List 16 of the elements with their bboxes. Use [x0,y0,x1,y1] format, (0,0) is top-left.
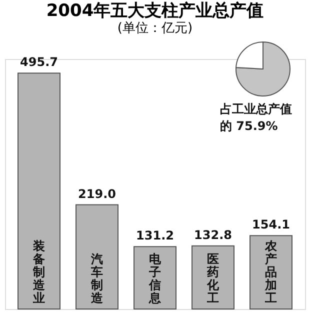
data-label: 154.1 [252,218,290,232]
bar [18,72,60,310]
x-tick-label: 农产品加工 [264,239,278,305]
data-label: 131.2 [136,228,174,243]
x-tick-label: 装备制造业 [32,239,46,305]
pie-slice [236,42,290,96]
x-tick-label: 电子信息 [148,252,162,305]
chart-title: 2004年五大支柱产业总产值 [46,1,264,21]
bar [76,204,118,310]
chart-subtitle: (单位：亿元) [117,21,193,36]
data-label: 495.7 [20,55,58,70]
x-tick-label: 医药化工 [206,252,220,305]
data-label: 219.0 [78,186,116,201]
annotation: 占工业总产值的 75.9% [220,102,292,133]
data-label: 132.8 [194,228,232,242]
x-tick-label: 汽车制造 [90,252,104,305]
